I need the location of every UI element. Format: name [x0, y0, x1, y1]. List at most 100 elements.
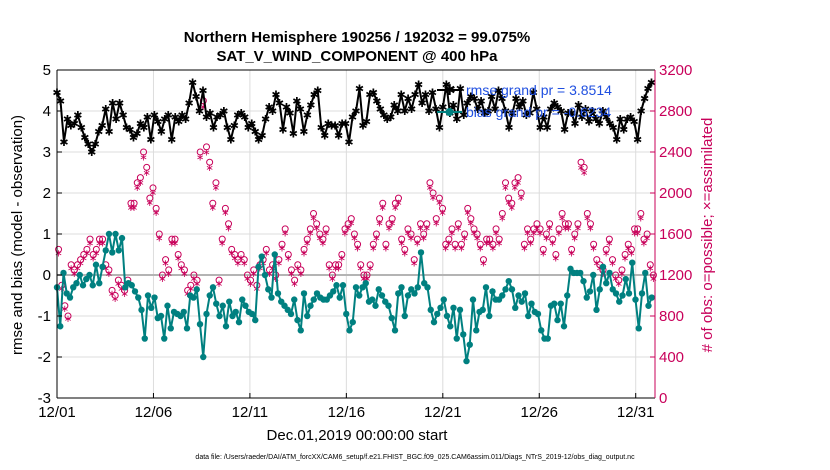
assimilated-obs-point: ∗ — [394, 198, 402, 209]
y-axis-label: rmse and bias (model - observation) — [9, 115, 26, 355]
possible-obs-point — [190, 271, 198, 279]
possible-obs-point — [363, 271, 371, 279]
bias-point — [505, 277, 512, 285]
assimilated-obs-point: ∗ — [143, 168, 151, 179]
rmse-point: ✱ — [428, 87, 437, 100]
rmse-point: ✱ — [376, 103, 385, 116]
bias-point — [388, 314, 395, 322]
bias-point — [369, 296, 376, 303]
rmse-point: ✱ — [532, 103, 541, 116]
bias-point — [632, 296, 639, 303]
possible-obs-point — [423, 220, 431, 228]
rmse-point: ✱ — [327, 119, 336, 132]
rmse-point: ✱ — [626, 111, 635, 124]
rmse-point: ✱ — [310, 89, 319, 102]
bias-point — [274, 290, 282, 297]
possible-obs-point — [262, 245, 270, 253]
bias-point — [196, 321, 204, 328]
possible-obs-point — [473, 230, 481, 238]
possible-obs-point — [92, 245, 100, 253]
assimilated-obs-point: ∗ — [303, 239, 311, 250]
possible-obs-point — [467, 215, 475, 223]
possible-obs-point — [486, 235, 494, 243]
assimilated-obs-point: ∗ — [583, 213, 591, 224]
possible-obs-point — [407, 230, 415, 238]
possible-obs-point — [303, 235, 311, 243]
bias-point — [427, 306, 434, 314]
possible-obs-point — [520, 240, 528, 248]
rmse-point: ✱ — [153, 115, 162, 128]
bias-point — [616, 298, 623, 305]
assimilated-obs-point: ∗ — [215, 279, 223, 290]
possible-obs-point — [479, 256, 487, 264]
possible-obs-point — [114, 276, 122, 284]
possible-obs-point — [319, 235, 327, 243]
bias-point — [336, 294, 343, 301]
bias-point — [200, 353, 207, 361]
rmse-point: ✱ — [303, 109, 312, 122]
possible-obs-point — [435, 194, 443, 202]
rmse-point: ✱ — [577, 111, 586, 124]
assimilated-obs-point: ∗ — [571, 233, 579, 244]
assimilated-obs-point: ∗ — [492, 228, 500, 239]
bias-point — [560, 323, 568, 330]
rmse-point: ✱ — [630, 115, 639, 128]
possible-obs-point — [505, 194, 513, 202]
assimilated-obs-point: ∗ — [375, 218, 383, 229]
bias-point — [586, 288, 594, 295]
bias-point — [362, 280, 369, 287]
assimilated-obs-point: ∗ — [640, 239, 648, 250]
bias-point — [502, 286, 509, 293]
bias-point — [629, 259, 636, 266]
assimilated-obs-point: ∗ — [83, 249, 91, 260]
bias-point — [430, 318, 438, 326]
rmse-point: ✱ — [108, 97, 117, 110]
bias-point — [450, 304, 457, 311]
bias-point — [291, 296, 298, 303]
possible-obs-point — [568, 245, 576, 253]
assimilated-obs-point: ∗ — [268, 264, 276, 275]
possible-obs-point — [555, 225, 563, 233]
assimilated-obs-point: ∗ — [341, 228, 349, 239]
assimilated-obs-point: ∗ — [633, 228, 641, 239]
rmse-point: ✱ — [574, 99, 583, 112]
assimilated-obs-point: ∗ — [397, 239, 405, 250]
assimilated-obs-point: ∗ — [180, 269, 188, 280]
rmse-point: ✱ — [73, 109, 82, 122]
possible-obs-point — [634, 225, 642, 233]
bias-point — [622, 275, 629, 283]
bias-point — [112, 230, 119, 238]
rmse-point: ✱ — [247, 117, 256, 130]
assimilated-obs-point: ∗ — [130, 203, 138, 214]
bias-point — [635, 325, 642, 332]
bias-point — [469, 296, 477, 303]
possible-obs-point — [511, 179, 519, 187]
bias-point — [356, 292, 363, 299]
bias-point — [473, 327, 480, 334]
y2-tick-label: 3200 — [659, 62, 692, 79]
rmse-point: ✱ — [421, 89, 430, 102]
bias-point — [190, 294, 197, 301]
y-tick-label: 1 — [43, 226, 51, 243]
bias-point — [239, 296, 246, 303]
possible-obs-point — [376, 215, 384, 223]
bias-point — [310, 296, 317, 303]
assimilated-obs-point: ∗ — [287, 269, 295, 280]
possible-obs-point — [457, 240, 465, 248]
legend-rmse-label: rmse grand pr = 3.8514 — [466, 82, 612, 98]
assimilated-obs-point: ∗ — [432, 218, 440, 229]
bias-point — [534, 310, 542, 318]
assimilated-obs-point: ∗ — [300, 249, 308, 260]
bias-point — [164, 302, 171, 309]
possible-obs-point — [561, 220, 569, 228]
possible-obs-point — [571, 230, 579, 238]
possible-obs-point — [146, 194, 154, 202]
assimilated-obs-point: ∗ — [139, 153, 147, 164]
x-tick-label: 12/06 — [135, 404, 173, 421]
assimilated-obs-point: ∗ — [353, 244, 361, 255]
bias-point — [73, 280, 80, 287]
assimilated-obs-point: ∗ — [171, 239, 179, 250]
rmse-point: ✱ — [331, 119, 340, 132]
possible-obs-point — [624, 240, 632, 248]
possible-obs-point — [577, 158, 585, 166]
